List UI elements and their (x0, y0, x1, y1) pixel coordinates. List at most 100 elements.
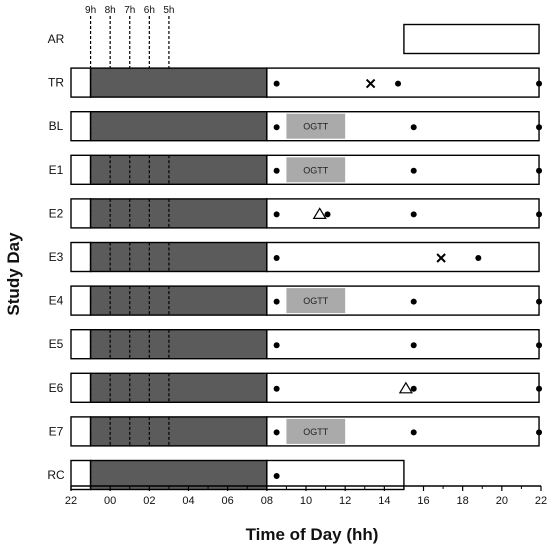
row-bar-segment (89, 372, 268, 403)
x-marker (365, 78, 376, 89)
study-day-rows: AR TR BL OGTT E1 OGTT E2 E3 E4 OGTT E5 E6 E7 OGTT RC (47, 23, 543, 491)
sample-dot (536, 80, 543, 87)
x-tick-label: 00 (104, 495, 116, 507)
sample-dot (395, 80, 402, 87)
row-bar-segment (89, 285, 268, 316)
sample-dot (273, 167, 280, 174)
row-label: E6 (49, 381, 64, 395)
row-label: BL (49, 119, 64, 133)
ogtt-block (286, 288, 346, 314)
x-marker (436, 253, 446, 263)
x-tick-label: 20 (496, 495, 508, 507)
sample-dot (536, 429, 543, 436)
x-tick-label: 18 (457, 495, 469, 507)
triangle-marker (398, 381, 413, 394)
sample-dot (273, 385, 280, 392)
row-bar-segment (70, 416, 92, 447)
sample-dot (273, 342, 280, 349)
row-bar-segment (403, 23, 540, 55)
hour-marker-label: 7h (124, 5, 135, 16)
sample-dot (273, 80, 280, 87)
row-label: E1 (49, 163, 64, 177)
row-tr: TR (48, 67, 543, 98)
hour-marker-label: 5h (163, 5, 174, 16)
row-bar-segment (89, 416, 268, 447)
row-bar-segment (266, 198, 540, 229)
ogtt-block (286, 418, 346, 444)
triangle-marker (312, 207, 327, 219)
row-label: RC (47, 468, 65, 482)
row-bar-segment (266, 329, 540, 360)
row-bar-segment (70, 285, 92, 316)
row-label: E3 (49, 250, 64, 264)
sample-dot (536, 124, 543, 131)
row-bar-segment (266, 459, 405, 491)
sample-dot (410, 429, 417, 436)
x-axis-title: Time of Day (hh) (246, 525, 379, 544)
sample-dot (410, 211, 417, 218)
x-tick-label: 02 (143, 495, 155, 507)
x-tick-label: 06 (222, 495, 234, 507)
row-rc: RC (47, 459, 405, 491)
x-tick-label: 12 (339, 495, 351, 507)
row-e2: E2 (49, 198, 543, 229)
ogtt-block (286, 157, 346, 183)
sample-dot (273, 211, 280, 218)
x-axis: 22 00 02 04 06 08 10 12 14 16 18 20 22 (65, 485, 547, 507)
row-label: E4 (49, 294, 64, 308)
row-label: TR (48, 76, 64, 90)
row-bar-segment (89, 67, 268, 98)
y-axis-title: Study Day (4, 232, 23, 316)
sample-dot (273, 473, 280, 479)
row-bar-segment (89, 459, 268, 491)
ogtt-block (286, 113, 346, 139)
row-bl: BL OGTT (49, 110, 543, 142)
row-label: E2 (49, 206, 64, 220)
sample-dot (410, 298, 417, 305)
row-bar-segment (89, 241, 268, 273)
sample-dot (536, 385, 543, 392)
sample-dot (273, 124, 280, 131)
hour-marker-label: 9h (85, 5, 96, 16)
sample-dot (475, 255, 482, 261)
sample-dot (410, 167, 417, 174)
row-bar-segment (70, 329, 92, 360)
x-tick-label: 04 (182, 495, 194, 507)
hour-marker-label: 8h (105, 5, 116, 16)
sample-dot (536, 167, 543, 174)
sample-dot (410, 124, 417, 131)
x-tick-label: 22 (535, 495, 547, 507)
ogtt-label: OGTT (303, 165, 328, 175)
row-label: E7 (49, 424, 64, 438)
row-label: AR (48, 32, 65, 46)
row-bar-segment (89, 154, 268, 186)
row-bar-segment (70, 241, 92, 273)
row-bar-segment (89, 329, 268, 360)
x-tick-label: 10 (300, 495, 312, 507)
x-tick-label: 14 (378, 495, 390, 507)
row-bar-segment (89, 198, 268, 229)
sample-dot (324, 211, 331, 218)
row-e6: E6 (49, 372, 543, 403)
x-tick-label: 08 (261, 495, 273, 507)
ogtt-label: OGTT (303, 122, 328, 132)
ogtt-label: OGTT (303, 296, 328, 306)
sample-dot (410, 385, 417, 392)
sample-dot (536, 298, 543, 305)
ogtt-label: OGTT (303, 427, 328, 437)
row-e5: E5 (49, 329, 543, 360)
sample-dot (410, 342, 417, 349)
row-bar-segment (266, 67, 540, 98)
sample-dot (273, 298, 280, 305)
x-tick-label: 22 (65, 495, 77, 507)
sample-dot (273, 429, 280, 436)
row-bar-segment (89, 110, 268, 142)
row-label: E5 (49, 337, 64, 351)
row-bar-segment (266, 241, 540, 273)
row-e7: E7 OGTT (49, 416, 543, 447)
row-ar: AR (48, 23, 540, 55)
row-e4: E4 OGTT (49, 285, 543, 316)
hour-markers: 9h 8h 7h 6h 5h (85, 5, 174, 73)
row-bar-segment (70, 459, 92, 491)
